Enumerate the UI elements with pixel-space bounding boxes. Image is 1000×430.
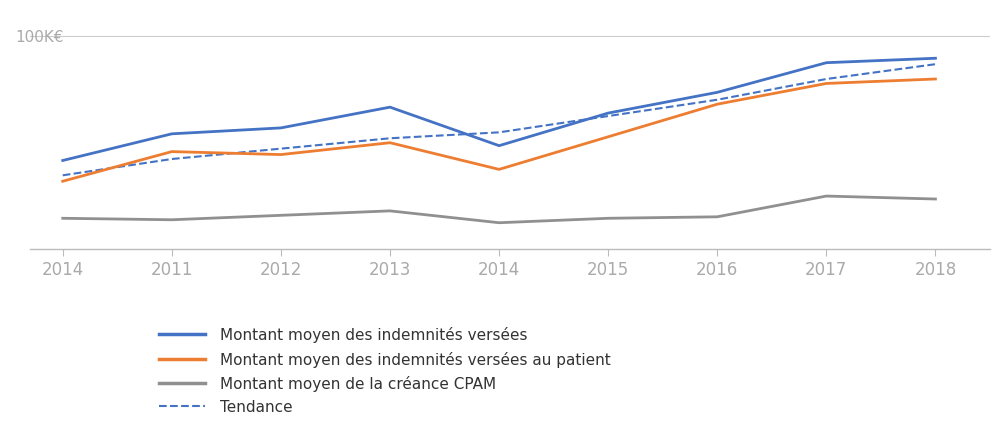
Legend: Montant moyen des indemnités versées, Montant moyen des indemnités versées au pa: Montant moyen des indemnités versées, Mo… (153, 321, 617, 421)
Text: 100K€: 100K€ (15, 30, 64, 45)
